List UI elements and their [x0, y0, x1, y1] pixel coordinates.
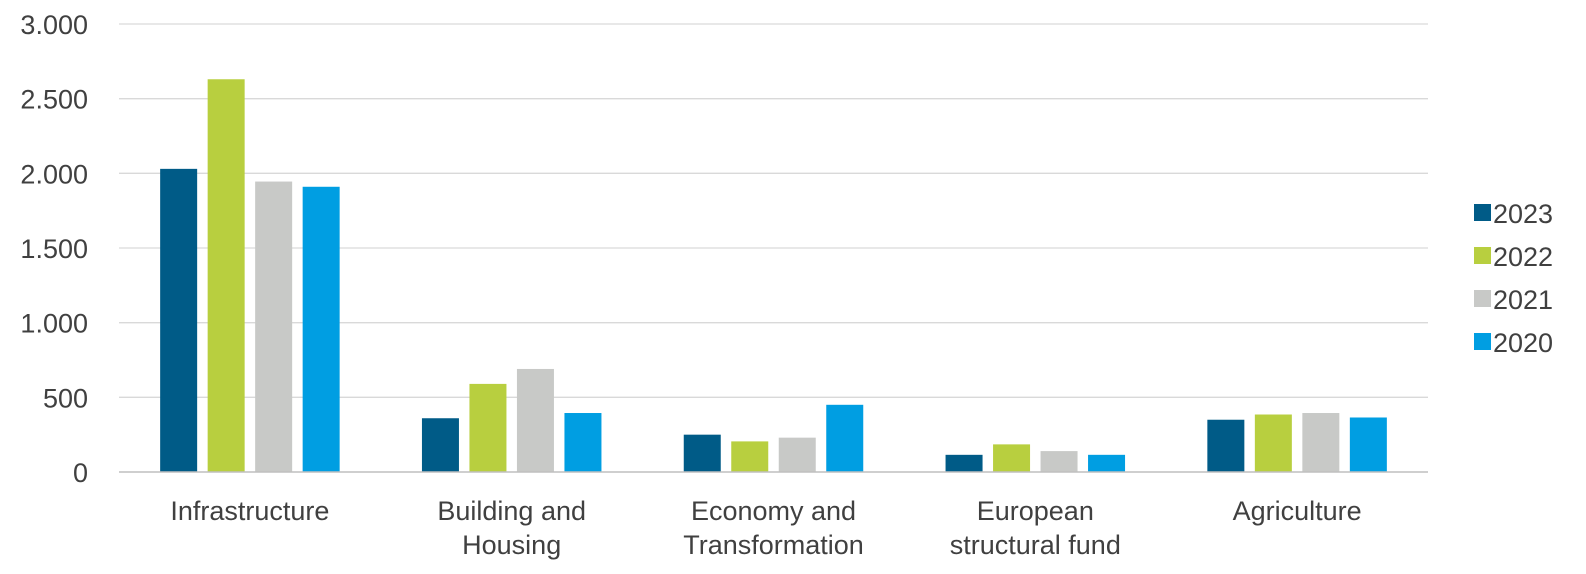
bar-2022 — [207, 79, 245, 473]
bars-layer — [160, 79, 1387, 473]
axis-layer: 0 500 1.000 1.500 2.000 2.500 3.000 Infrastruct… — [20, 10, 1428, 560]
x-category-label: Economy and Transformation — [683, 496, 864, 560]
bar-2023 — [421, 418, 459, 472]
bar-2023 — [945, 454, 983, 472]
legend-label: 2020 — [1493, 328, 1553, 358]
x-category-label-line: Agriculture — [1233, 496, 1362, 526]
legend-swatch — [1474, 204, 1491, 221]
y-tick-label: 2.000 — [20, 159, 88, 189]
x-category-label: Building and Housing — [437, 496, 586, 560]
x-category-label: Infrastructure — [170, 496, 329, 526]
y-tick-label: 1.500 — [20, 234, 88, 264]
bar-2023 — [683, 434, 721, 472]
bar-2020 — [302, 186, 340, 473]
bar-2020 — [564, 413, 602, 472]
bar-2021 — [516, 368, 554, 472]
legend-swatch — [1474, 333, 1491, 350]
legend: 2023 2022 2021 2020 — [1474, 199, 1553, 358]
y-tick-label: 1.000 — [20, 309, 88, 339]
legend-swatch — [1474, 290, 1491, 307]
legend-swatch — [1474, 247, 1491, 264]
bar-2023 — [1207, 419, 1245, 472]
bar-2022 — [1254, 414, 1292, 472]
x-category-label-line: Economy and — [691, 496, 856, 526]
bar-2021 — [1040, 451, 1078, 472]
legend-label: 2021 — [1493, 285, 1553, 315]
bar-2021 — [778, 437, 816, 472]
legend-label: 2022 — [1493, 242, 1553, 272]
y-tick-label: 2.500 — [20, 85, 88, 115]
bar-2022 — [469, 383, 507, 472]
bar-2021 — [255, 181, 293, 472]
bar-2020 — [1088, 454, 1126, 472]
y-tick-label: 3.000 — [20, 10, 88, 40]
x-category-label-line: European — [977, 496, 1094, 526]
x-category-label: European structural fund — [950, 496, 1121, 560]
x-category-label-line: structural fund — [950, 530, 1121, 560]
bar-2020 — [826, 404, 864, 472]
x-category-label-line: Housing — [462, 530, 561, 560]
bar-2022 — [993, 444, 1031, 472]
y-tick-label: 500 — [43, 383, 88, 413]
x-category-label: Agriculture — [1233, 496, 1362, 526]
bar-2023 — [160, 168, 198, 472]
bar-2021 — [1302, 413, 1340, 472]
bar-2022 — [731, 441, 769, 472]
legend-label: 2023 — [1493, 199, 1553, 229]
x-category-label-line: Building and — [437, 496, 586, 526]
x-category-label-line: Infrastructure — [170, 496, 329, 526]
y-tick-label: 0 — [73, 458, 88, 488]
x-category-label-line: Transformation — [683, 530, 864, 560]
bar-2020 — [1349, 417, 1387, 472]
